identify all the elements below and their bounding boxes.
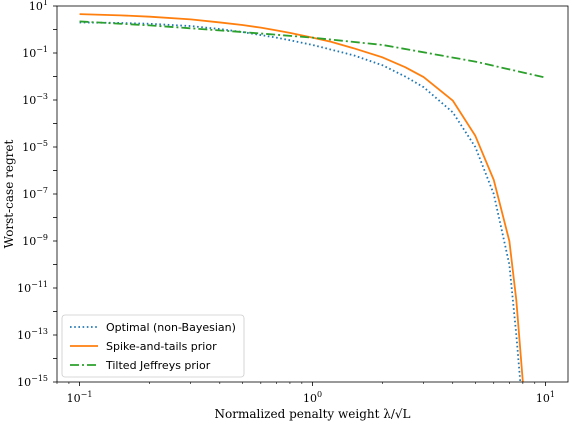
y-tick-label: 10−5 [22,139,48,154]
legend: Optimal (non-Bayesian) Spike-and-tails pr… [61,314,245,378]
x-tick-label: 10−1 [67,390,93,405]
y-tick-label: 10−7 [22,186,48,201]
y-tick-label: 10−1 [22,45,48,60]
legend-label: Spike-and-tails prior [106,340,217,353]
series-line-3 [79,20,546,79]
series-line-1 [79,21,522,382]
y-tick-label: 10−11 [17,280,48,295]
legend-label: Tilted Jeffreys prior [105,359,211,372]
y-tick-label: 10−3 [22,92,48,107]
y-axis-label: Worst-case regret [2,140,16,249]
y-tick-label: 10−15 [17,374,48,389]
legend-box [61,314,245,378]
x-axis-ticks: 10−1 100 101 [56,382,555,405]
legend-label: Optimal (non-Bayesian) [106,321,236,334]
x-axis-label: Normalized penalty weight λ/√L [214,407,410,421]
x-tick-label: 101 [536,390,555,405]
series-layer [79,13,546,382]
y-axis-ticks: 101 10−1 10−3 10−5 10−7 10−9 10−11 10−13 10−15 [17,0,57,389]
y-tick-label: 101 [29,0,48,13]
y-tick-label: 10−9 [22,233,48,248]
y-tick-label: 10−13 [17,327,48,342]
series-line-2 [79,13,524,382]
x-tick-label: 100 [303,390,322,405]
